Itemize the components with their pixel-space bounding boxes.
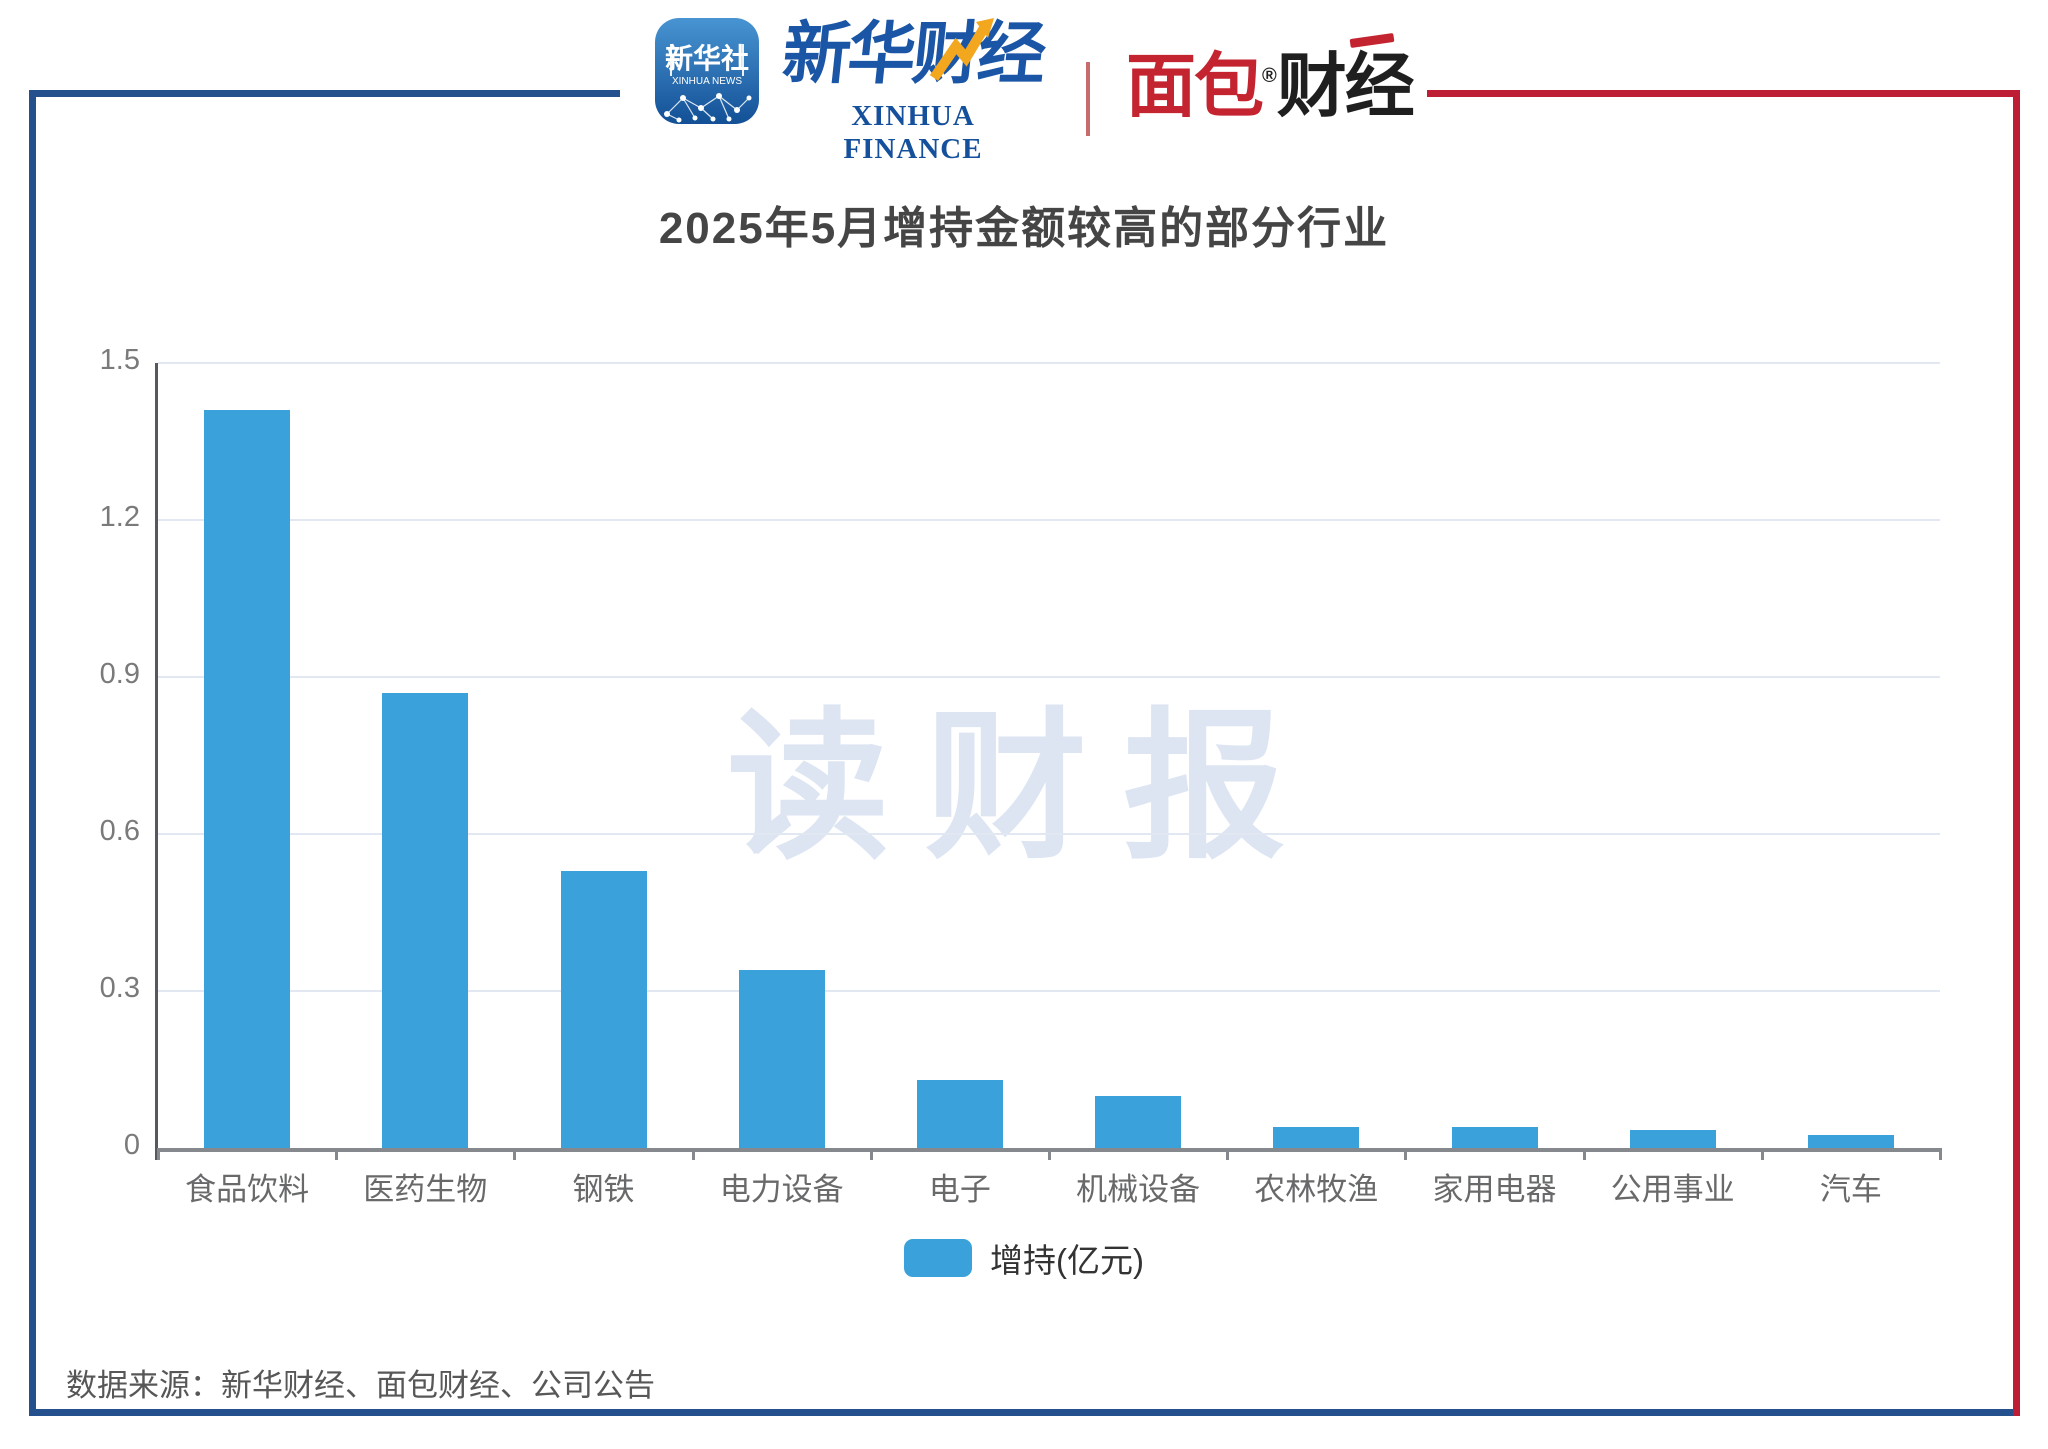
bar-2 (382, 692, 469, 1148)
frame-border-top-red (1427, 90, 2020, 97)
data-source-text: 数据来源：新华财经、面包财经、公司公告 (66, 1368, 655, 1403)
bar-5 (916, 1079, 1003, 1148)
registered-mark-icon: ® (1262, 65, 1277, 87)
category-label-3: 钢铁 (572, 1172, 635, 1207)
bar-1 (204, 410, 291, 1148)
y-tick-label-1.5: 1.5 (99, 344, 140, 376)
bread-finance-logo: 面包®财经 (1126, 38, 1415, 125)
gridline-0.3 (158, 990, 1940, 992)
logo-divider (1086, 62, 1090, 136)
category-label-6: 机械设备 (1076, 1172, 1201, 1207)
frame-border-bottom (29, 1409, 2020, 1416)
bar-6 (1095, 1095, 1182, 1148)
gridline-0.6 (158, 833, 1940, 835)
x-axis-tick-10 (1939, 1148, 1942, 1160)
x-axis-tick-4 (869, 1148, 873, 1160)
frame-border-right (2013, 90, 2020, 1416)
y-tick-label-1.2: 1.2 (99, 501, 140, 533)
gridline-1.5 (158, 362, 1940, 364)
y-tick-label-0: 0 (123, 1129, 140, 1161)
xinhua-news-icon-cn-text: 新华社 (665, 42, 749, 74)
x-axis-tick-7 (1404, 1148, 1408, 1160)
category-label-5: 电子 (928, 1172, 991, 1207)
category-label-2: 医药生物 (363, 1172, 488, 1207)
y-tick-label-0.6: 0.6 (99, 815, 140, 847)
bar-3 (560, 870, 647, 1148)
trend-arrow-icon (929, 18, 994, 81)
category-label-7: 农林牧渔 (1254, 1172, 1379, 1207)
gridline-1.2 (158, 519, 1940, 521)
xinhua-news-icon-en-text: XINHUA NEWS (672, 76, 742, 87)
x-axis-tick-2 (513, 1148, 517, 1160)
bread-finance-logo-black: 财经 (1276, 47, 1415, 125)
x-axis-tick-5 (1048, 1148, 1051, 1160)
bar-10 (1807, 1134, 1894, 1148)
bar-7 (1273, 1127, 1360, 1148)
gridline-0.9 (158, 676, 1940, 678)
category-label-8: 家用电器 (1432, 1172, 1557, 1207)
header: 新华社 XINHUA NEWS 新华财经 XINHUA FINANCE (0, 0, 2048, 165)
legend-label: 增持(亿元) (990, 1242, 1144, 1279)
x-axis-tick-0 (157, 1148, 160, 1160)
chart-title: 2025年5月增持金额较高的部分行业 (658, 204, 1390, 253)
watermark-text: 读财报 (727, 697, 1321, 878)
x-axis-tick-6 (1226, 1148, 1230, 1160)
x-axis-tick-1 (335, 1148, 339, 1160)
category-label-1: 食品饮料 (185, 1172, 310, 1207)
bar-4 (738, 970, 825, 1148)
legend-swatch (904, 1239, 972, 1277)
bar-8 (1451, 1127, 1538, 1148)
x-axis-tick-3 (691, 1148, 695, 1160)
bar-9 (1629, 1129, 1716, 1148)
category-label-4: 电力设备 (719, 1172, 844, 1207)
x-axis-tick-9 (1760, 1148, 1764, 1160)
frame-border-top-blue (29, 90, 620, 97)
y-axis-line (155, 363, 158, 1160)
y-tick-label-0.9: 0.9 (99, 658, 140, 690)
chart-legend: 增持(亿元) (0, 1234, 2048, 1282)
xinhua-finance-logo-en: XINHUA FINANCE (843, 100, 983, 165)
frame-border-left (29, 90, 36, 1416)
network-nodes (664, 93, 752, 123)
y-tick-label-0.3: 0.3 (99, 972, 140, 1004)
category-label-10: 汽车 (1819, 1172, 1882, 1207)
category-label-9: 公用事业 (1610, 1172, 1735, 1207)
xinhua-news-app-icon: 新华社 XINHUA NEWS (655, 18, 759, 124)
x-axis-tick-8 (1582, 1148, 1586, 1160)
bread-finance-logo-red: 面包 (1126, 47, 1264, 125)
